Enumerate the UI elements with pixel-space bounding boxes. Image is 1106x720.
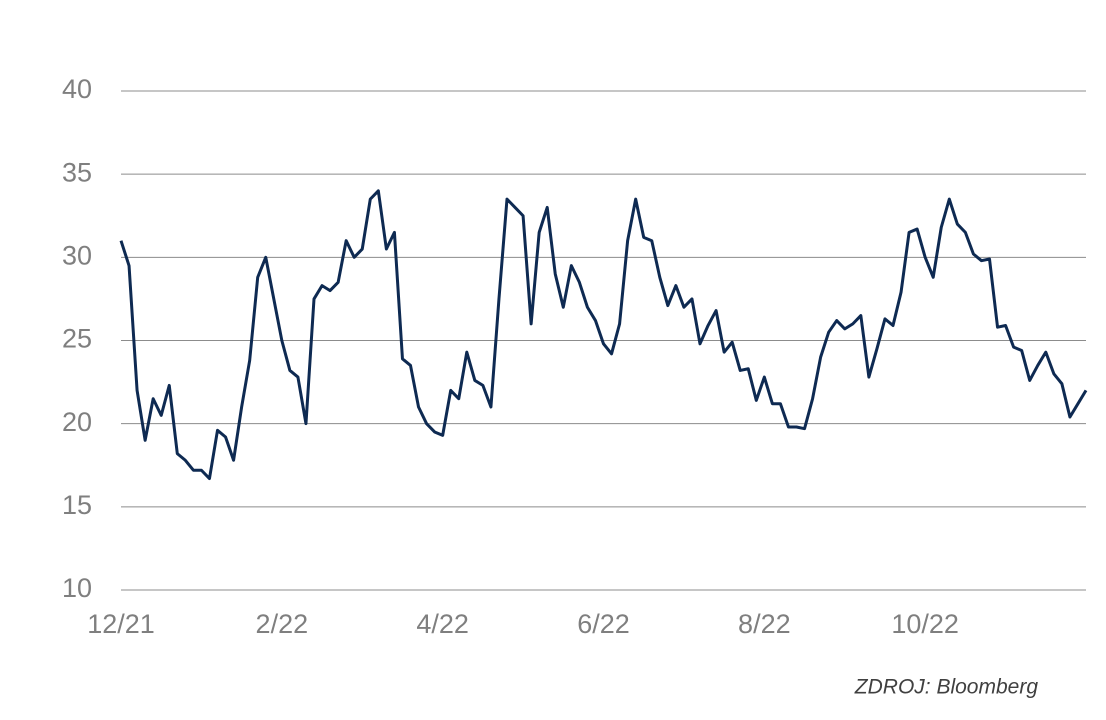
x-tick-label: 12/21: [87, 609, 155, 639]
x-tick-label: 10/22: [891, 609, 959, 639]
y-tick-label: 25: [62, 324, 92, 354]
y-tick-label: 35: [62, 157, 92, 187]
y-tick-label: 40: [62, 74, 92, 104]
x-tick-label: 2/22: [256, 609, 309, 639]
data-line: [119, 189, 1088, 481]
x-tick-label: 8/22: [738, 609, 791, 639]
y-tick-label: 30: [62, 240, 92, 270]
x-tick-label: 4/22: [416, 609, 469, 639]
x-tick-label: 6/22: [577, 609, 630, 639]
y-tick-label: 20: [62, 407, 92, 437]
y-tick-label: 15: [62, 490, 92, 520]
y-tick-label: 10: [62, 573, 92, 603]
source-note: ZDROJ: Bloomberg: [854, 676, 1039, 699]
